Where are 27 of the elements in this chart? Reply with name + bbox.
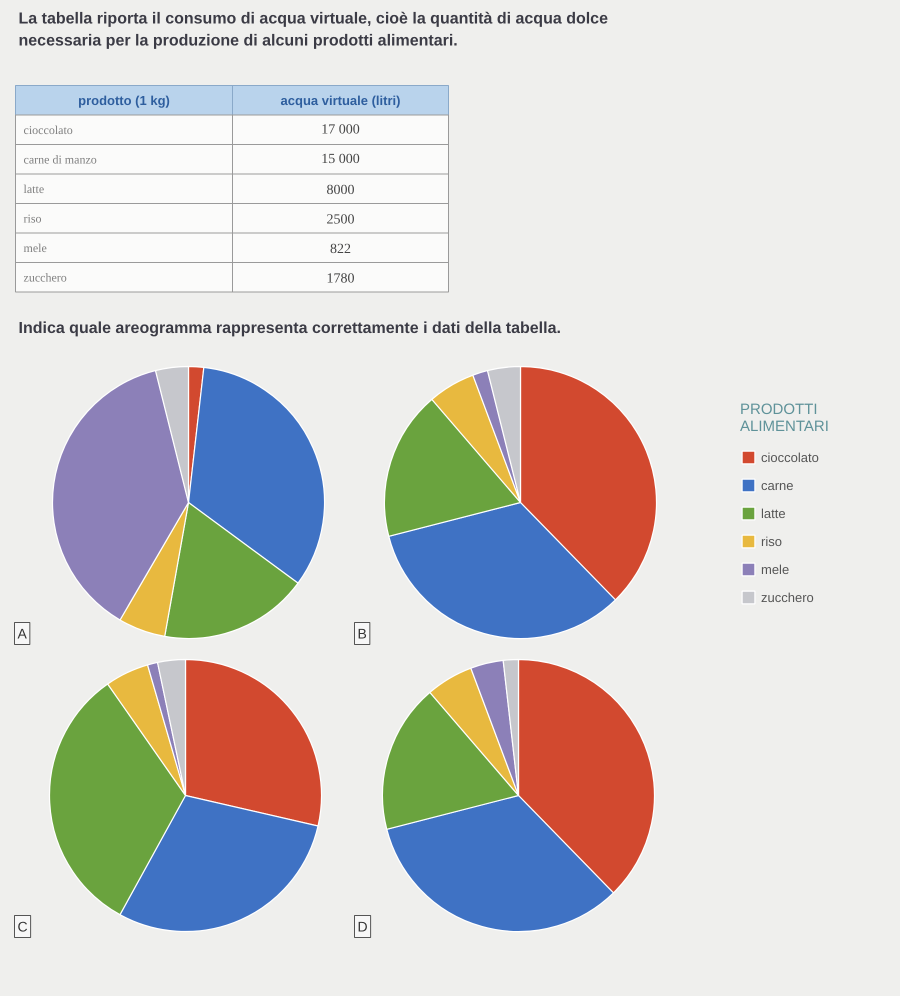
legend-label: zucchero	[761, 590, 814, 604]
data-label: 8000	[326, 182, 354, 198]
legend-label: latte	[761, 506, 786, 520]
text: La tabella riporta il consumo di acqua virtuale, cioè la quantità di acqua dolce necessaria per la produzione di alcuni prodotti alimentari.	[18, 10, 608, 50]
category-label: latte	[24, 182, 44, 196]
text: D	[358, 918, 368, 934]
text: C	[18, 918, 28, 934]
category-label: mele	[24, 240, 47, 255]
text: Indica quale areogramma rappresenta correttamente i dati della tabella.	[18, 320, 561, 337]
data-label: 15 000	[321, 152, 360, 167]
data-label: 17 000	[321, 122, 360, 138]
text: B	[358, 626, 367, 642]
text: acqua virtuale (litri)	[280, 92, 400, 108]
data-label: 822	[330, 242, 351, 257]
category-label: carne di manzo	[24, 152, 97, 166]
legend-label: carne	[761, 478, 794, 492]
legend-label: cioccolato	[761, 450, 819, 464]
legend-title: PRODOTTI ALIMENTARI	[740, 401, 829, 435]
data-label: 2500	[326, 212, 354, 228]
category-label: riso	[24, 211, 42, 226]
data-label: 1780	[326, 271, 354, 286]
legend-label: mele	[761, 562, 790, 576]
text: A	[18, 626, 28, 642]
category-label: cioccolato	[24, 122, 73, 137]
text: prodotto (1 kg)	[78, 92, 170, 108]
category-label: zucchero	[24, 270, 67, 284]
legend-label: riso	[761, 534, 782, 548]
